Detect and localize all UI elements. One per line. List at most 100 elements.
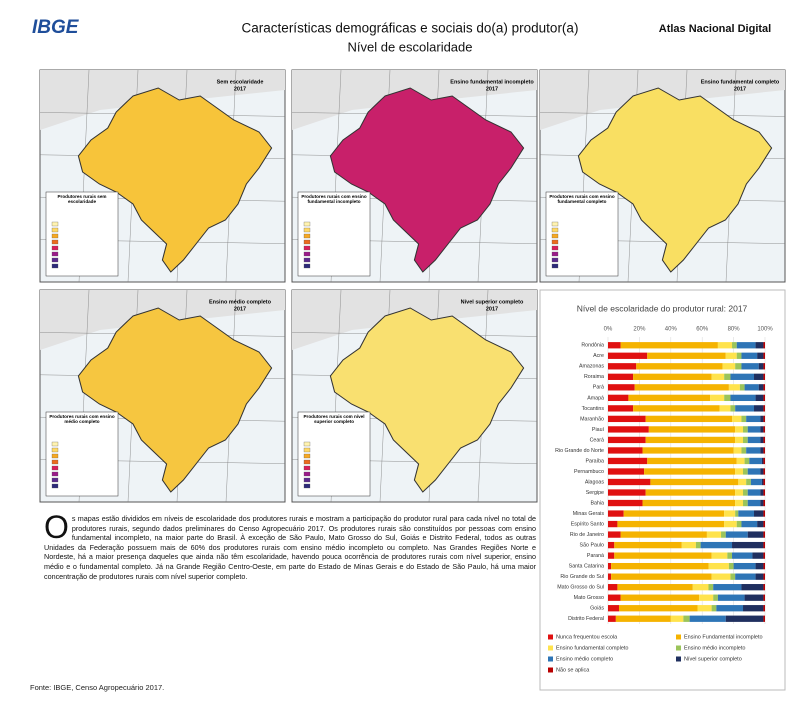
bar-segment bbox=[757, 520, 764, 528]
bar-segment bbox=[736, 520, 742, 528]
bar-segment bbox=[608, 363, 637, 370]
bar-segment bbox=[608, 426, 649, 433]
bar-segment bbox=[711, 605, 717, 612]
subtitle: Nível de escolaridade bbox=[347, 39, 472, 54]
bar-segment bbox=[763, 373, 765, 380]
bar-segment bbox=[763, 447, 765, 454]
x-tick-label: 20% bbox=[633, 327, 646, 333]
bar-segment bbox=[645, 415, 733, 423]
y-tick-label: Amapá bbox=[587, 395, 604, 401]
legend-swatch bbox=[51, 441, 59, 447]
bar-segment bbox=[713, 584, 742, 591]
legend-swatch bbox=[51, 227, 59, 233]
bar-segment bbox=[647, 352, 726, 359]
bar-segment bbox=[733, 562, 756, 570]
y-tick-label: Goiás bbox=[590, 606, 604, 612]
bar-segment bbox=[763, 594, 765, 601]
bar-segment bbox=[608, 594, 621, 601]
bar-segment bbox=[711, 552, 728, 559]
legend-swatch bbox=[51, 453, 59, 459]
bar-segment bbox=[763, 510, 765, 517]
map-title: Ensino médio completo bbox=[209, 299, 272, 305]
bar-segment bbox=[695, 541, 701, 549]
bar-segment bbox=[744, 594, 764, 601]
bar-segment bbox=[628, 394, 711, 402]
map-title: Ensino fundamental completo bbox=[701, 79, 780, 85]
bar-segment bbox=[735, 405, 755, 412]
bar-segment bbox=[608, 373, 634, 380]
bar-segment bbox=[735, 510, 739, 517]
y-tick-label: Mato Grosso do Sul bbox=[557, 585, 604, 591]
bar-segment bbox=[763, 384, 765, 391]
y-tick-label: Roraima bbox=[584, 374, 604, 380]
bar-segment bbox=[749, 457, 762, 465]
bar-segment bbox=[763, 478, 765, 486]
legend-swatch bbox=[51, 465, 59, 471]
bar-segment bbox=[608, 352, 648, 359]
y-tick-label: Bahia bbox=[590, 500, 604, 506]
bar-segment bbox=[608, 489, 646, 496]
bar-segment bbox=[717, 342, 733, 349]
bar-segment bbox=[760, 436, 764, 444]
legend-label: Ensino médio incompleto bbox=[684, 645, 745, 651]
bar-segment bbox=[760, 499, 764, 507]
bar-segment bbox=[750, 478, 762, 486]
bar-segment bbox=[623, 510, 725, 517]
bar-segment bbox=[608, 384, 635, 391]
bar-segment bbox=[744, 384, 759, 391]
bar-segment bbox=[758, 384, 764, 391]
bar-segment bbox=[724, 520, 737, 528]
y-tick-label: Rio Grande do Norte bbox=[555, 448, 604, 454]
bar-segment bbox=[755, 394, 764, 402]
map-legend-title-box: Produtores rurais sem escolaridade bbox=[57, 194, 106, 204]
bar-segment bbox=[747, 531, 764, 538]
bar-segment bbox=[763, 363, 765, 370]
map-legend-title-box: Produtores rurais com nível superior com… bbox=[303, 414, 364, 424]
bar-segment bbox=[608, 342, 621, 349]
legend-swatch bbox=[303, 459, 311, 465]
bar-segment bbox=[763, 552, 765, 559]
map-legend-title: Produtores rurais com ensino fundamental… bbox=[549, 194, 615, 205]
legend-swatch bbox=[303, 221, 311, 227]
bar-segment bbox=[763, 615, 765, 622]
bar-segment bbox=[744, 457, 750, 465]
bar-segment bbox=[724, 373, 731, 380]
bar-segment bbox=[763, 394, 765, 402]
legend-swatch bbox=[303, 477, 311, 483]
bar-segment bbox=[642, 447, 734, 454]
map-year: 2017 bbox=[234, 86, 246, 92]
bar-segment bbox=[710, 394, 725, 402]
legend-swatch bbox=[548, 634, 553, 640]
bar-segment bbox=[608, 531, 621, 538]
legend-swatch bbox=[676, 656, 681, 662]
bar-segment bbox=[608, 562, 612, 570]
bar-segment bbox=[735, 573, 756, 580]
y-tick-label: Acre bbox=[593, 353, 604, 359]
bar-segment bbox=[743, 468, 748, 475]
bar-segment bbox=[741, 415, 747, 423]
legend-swatch bbox=[51, 239, 59, 245]
y-tick-label: Rio Grande do Sul bbox=[560, 574, 604, 580]
bar-segment bbox=[614, 541, 682, 549]
legend-swatch bbox=[51, 263, 59, 269]
bar-segment bbox=[725, 352, 737, 359]
y-tick-label: Mato Grosso bbox=[574, 595, 604, 601]
bar-segment bbox=[763, 436, 765, 444]
bar-segment bbox=[732, 541, 764, 549]
bar-segment bbox=[634, 384, 729, 391]
bar-segment bbox=[757, 352, 764, 359]
legend-swatch bbox=[51, 447, 59, 453]
map-title: Sem escolaridade bbox=[217, 79, 264, 85]
legend-swatch bbox=[303, 227, 311, 233]
bar-segment bbox=[735, 489, 744, 496]
bar-segment bbox=[732, 552, 753, 559]
map-title: Ensino fundamental incompleto bbox=[450, 79, 534, 85]
map-year: 2017 bbox=[486, 86, 498, 92]
x-tick-label: 60% bbox=[696, 327, 709, 333]
bar-segment bbox=[717, 594, 745, 601]
map-title: Nível superior completo bbox=[461, 299, 524, 305]
bar-segment bbox=[763, 405, 765, 412]
legend-swatch bbox=[303, 447, 311, 453]
bar-segment bbox=[735, 436, 744, 444]
